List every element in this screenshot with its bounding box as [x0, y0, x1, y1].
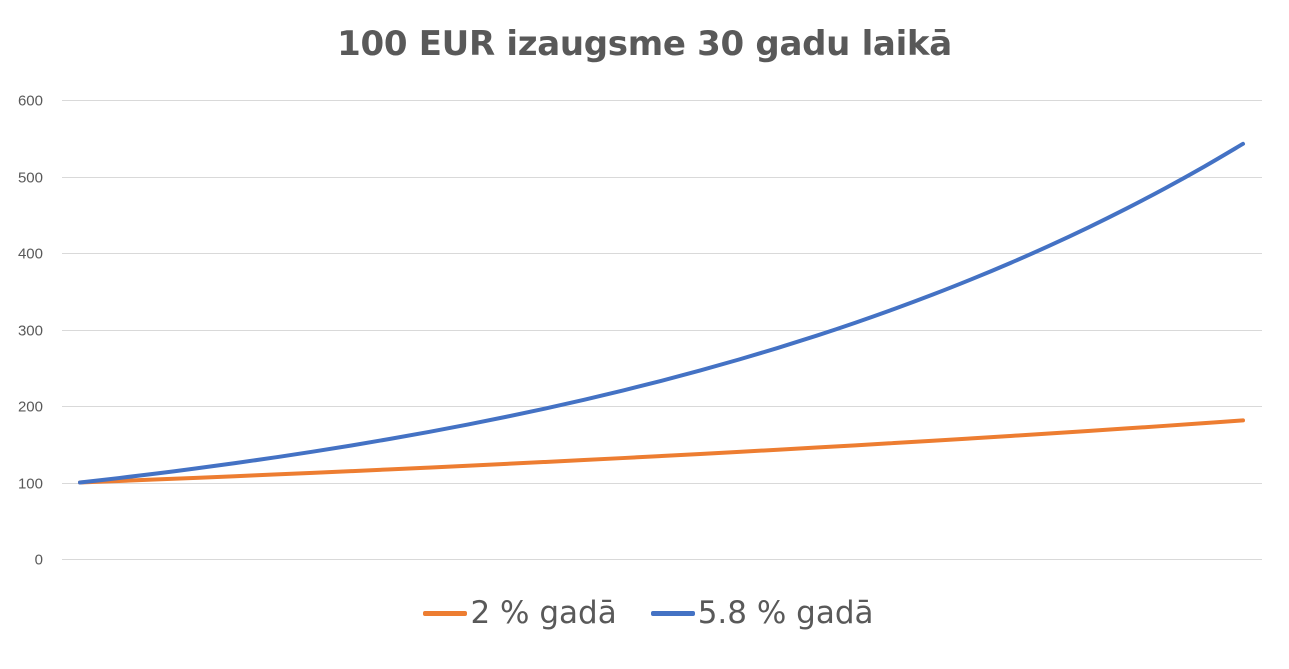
- y-tick-label-300: 300: [18, 323, 43, 340]
- y-tick-label-0: 0: [35, 552, 43, 569]
- y-tick-label-500: 500: [18, 170, 43, 187]
- chart-title: 100 EUR izaugsme 30 gadu laikā: [337, 24, 952, 64]
- y-tick-label-200: 200: [18, 399, 43, 416]
- legend-swatch-series-1: [423, 611, 468, 616]
- y-tick-label-400: 400: [18, 246, 43, 263]
- legend-label-series-2: 5.8 % gadā: [697, 595, 874, 631]
- legend-swatch-series-2: [650, 611, 695, 616]
- series-lines: [78, 141, 1245, 485]
- series-line-2: [78, 141, 1245, 485]
- legend-item-series-1: 2 % gadā: [423, 595, 617, 631]
- legend-item-series-2: 5.8 % gadā: [650, 595, 874, 631]
- legend: 2 % gadā 5.8 % gadā: [0, 598, 1289, 629]
- y-tick-label-100: 100: [18, 476, 43, 493]
- y-axis-tick-labels: 0 100 200 300 400 500 600: [18, 93, 43, 569]
- gridlines: [62, 100, 1262, 560]
- series-line-1: [78, 418, 1245, 485]
- y-tick-label-600: 600: [18, 93, 43, 110]
- legend-label-series-1: 2 % gadā: [470, 595, 617, 631]
